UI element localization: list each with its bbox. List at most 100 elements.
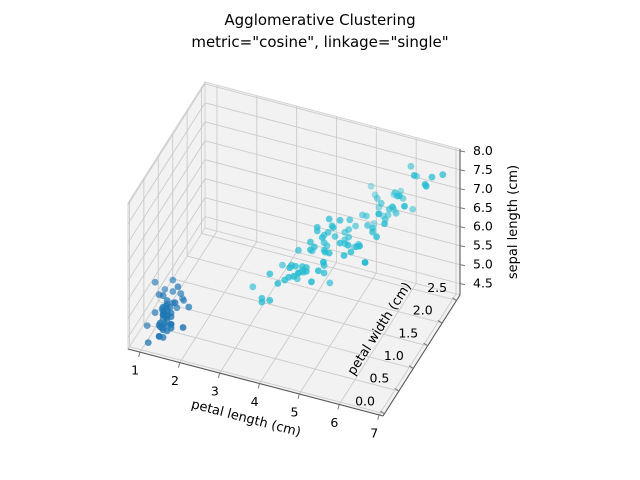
x-tick-label: 4 — [251, 394, 259, 409]
scatter-point — [428, 173, 436, 181]
scatter-point — [326, 279, 334, 287]
z-axis-label: sepal length (cm) — [506, 165, 521, 279]
scatter-point — [409, 205, 417, 213]
x-tick-label: 1 — [131, 363, 139, 378]
scatter-point — [324, 228, 332, 236]
scatter-point — [279, 261, 286, 269]
scatter-point — [314, 267, 322, 275]
scatter-point — [389, 203, 396, 211]
scatter-point — [369, 228, 377, 236]
x-tick-label: 2 — [171, 373, 179, 388]
chart-title-line1: Agglomerative Clustering — [224, 11, 416, 29]
x-axis-line — [127, 348, 384, 417]
z-tick-label: 7.5 — [473, 162, 493, 177]
tick-marks — [138, 150, 466, 420]
scatter-point — [292, 262, 299, 270]
scatter-point — [340, 252, 348, 259]
scatter-point — [177, 290, 185, 297]
y-tick-label: 2.5 — [427, 280, 447, 295]
scatter-point — [160, 309, 168, 317]
scatter-point — [179, 324, 187, 331]
scatter-point — [364, 221, 371, 229]
scatter-point — [160, 320, 168, 328]
scatter-point — [286, 264, 294, 272]
scatter-point — [151, 309, 159, 316]
scatter-point — [171, 299, 179, 307]
scatter-point — [345, 226, 353, 233]
z-tick-label: 4.5 — [473, 276, 493, 291]
scatter-point — [377, 199, 385, 207]
scatter-point — [169, 288, 177, 295]
z-tick-label: 6.0 — [473, 219, 493, 234]
scatter-point — [180, 297, 188, 304]
scatter-point — [410, 172, 418, 179]
scatter-point — [300, 268, 307, 276]
scatter-point — [331, 233, 339, 240]
scatter-point — [313, 227, 321, 235]
y-tick-label: 1.0 — [384, 348, 404, 363]
tick-labels: 1 2 3 4 5 6 7 0.0 0.5 1.0 1.5 2.0 2.5 4.5 5.0 5.5 6.0 6.5… — [131, 143, 493, 440]
scatter-point — [367, 182, 375, 190]
scatter-point — [249, 283, 257, 291]
scatter-point — [159, 292, 167, 300]
y-axis-line — [382, 294, 461, 417]
scatter-point — [318, 234, 326, 242]
scatter-points — [143, 162, 447, 346]
scatter-point — [161, 285, 169, 293]
scatter-point — [361, 259, 369, 266]
scatter-point — [144, 339, 152, 346]
scatter-point — [329, 224, 337, 232]
z-tick-label: 5.5 — [473, 238, 493, 253]
axis-lines — [127, 149, 461, 417]
scatter-point — [336, 216, 344, 224]
scatter-point — [422, 182, 430, 190]
x-tick-label: 3 — [211, 383, 219, 398]
scatter-point — [373, 233, 380, 241]
z-tick-label: 8.0 — [473, 143, 493, 158]
scatter-point — [345, 233, 353, 241]
scatter-point — [347, 248, 355, 256]
scatter-point — [407, 162, 415, 170]
scatter-point — [285, 273, 293, 281]
scatter-point — [266, 296, 274, 304]
scatter-point — [439, 171, 447, 179]
scatter-point — [320, 269, 328, 277]
y-tick-label: 0.5 — [370, 371, 390, 386]
z-tick-label: 7.0 — [473, 181, 493, 196]
x-tick-label: 5 — [291, 404, 299, 419]
scatter-point — [352, 222, 359, 230]
x-tick-label: 7 — [370, 425, 378, 440]
scatter-point — [167, 313, 175, 321]
scatter-point — [306, 238, 314, 246]
scatter-point — [295, 246, 302, 254]
scatter-point — [310, 243, 318, 251]
scatter-point — [375, 210, 383, 218]
scatter-point — [395, 192, 403, 200]
scatter-point — [392, 209, 400, 217]
x-tick-label: 6 — [330, 415, 338, 430]
y-tick-label: 0.0 — [355, 393, 375, 408]
z-tick-label: 5.0 — [473, 257, 493, 272]
scatter-point — [143, 322, 151, 330]
scatter-point — [169, 276, 177, 284]
scatter-point — [174, 283, 182, 291]
scatter-point — [325, 215, 333, 223]
scatter-point — [274, 280, 282, 287]
scatter-point — [167, 324, 175, 332]
scatter-point — [346, 216, 354, 224]
scatter-point — [363, 212, 370, 220]
scatter-point — [185, 303, 193, 311]
chart-title: Agglomerative Clustering metric="cosine"… — [0, 9, 640, 53]
chart-title-line2: metric="cosine", linkage="single" — [191, 33, 449, 51]
scatter-point — [159, 334, 167, 341]
z-tick-label: 6.5 — [473, 200, 493, 215]
scatter-point — [308, 278, 315, 286]
scatter-point — [401, 202, 408, 210]
y-tick-label: 2.0 — [413, 303, 433, 318]
scatter-point — [344, 241, 352, 249]
x-axis-label: petal length (cm) — [190, 397, 303, 440]
scatter-point — [266, 270, 274, 278]
scatter-point — [381, 220, 388, 228]
